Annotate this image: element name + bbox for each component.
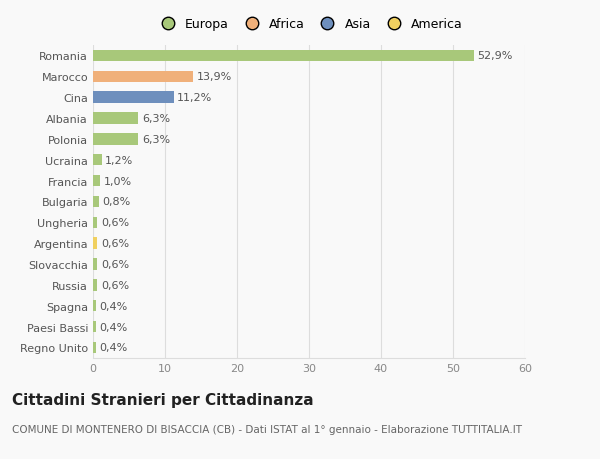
Bar — [93, 196, 99, 207]
Bar — [93, 342, 96, 353]
Bar — [93, 280, 97, 291]
Text: 11,2%: 11,2% — [177, 93, 212, 103]
Bar — [93, 300, 96, 312]
Bar — [93, 113, 139, 124]
Text: 1,2%: 1,2% — [105, 155, 133, 165]
Bar — [93, 92, 173, 104]
Text: 0,8%: 0,8% — [103, 197, 131, 207]
Text: 0,6%: 0,6% — [101, 280, 129, 290]
Text: 6,3%: 6,3% — [142, 134, 170, 145]
Text: 0,4%: 0,4% — [100, 342, 128, 353]
Bar — [93, 50, 474, 62]
Bar — [93, 259, 97, 270]
Text: 52,9%: 52,9% — [478, 51, 513, 62]
Bar — [93, 217, 97, 229]
Text: 13,9%: 13,9% — [197, 72, 232, 82]
Text: 0,4%: 0,4% — [100, 301, 128, 311]
Text: 0,6%: 0,6% — [101, 239, 129, 249]
Text: 6,3%: 6,3% — [142, 114, 170, 124]
Bar — [93, 155, 101, 166]
Bar — [93, 321, 96, 332]
Bar — [93, 175, 100, 187]
Bar — [93, 72, 193, 83]
Bar — [93, 238, 97, 249]
Bar — [93, 134, 139, 145]
Text: 0,6%: 0,6% — [101, 259, 129, 269]
Text: 1,0%: 1,0% — [104, 176, 132, 186]
Legend: Europa, Africa, Asia, America: Europa, Africa, Asia, America — [152, 16, 466, 34]
Text: 0,6%: 0,6% — [101, 218, 129, 228]
Text: Cittadini Stranieri per Cittadinanza: Cittadini Stranieri per Cittadinanza — [12, 392, 314, 408]
Text: COMUNE DI MONTENERO DI BISACCIA (CB) - Dati ISTAT al 1° gennaio - Elaborazione T: COMUNE DI MONTENERO DI BISACCIA (CB) - D… — [12, 425, 522, 435]
Text: 0,4%: 0,4% — [100, 322, 128, 332]
